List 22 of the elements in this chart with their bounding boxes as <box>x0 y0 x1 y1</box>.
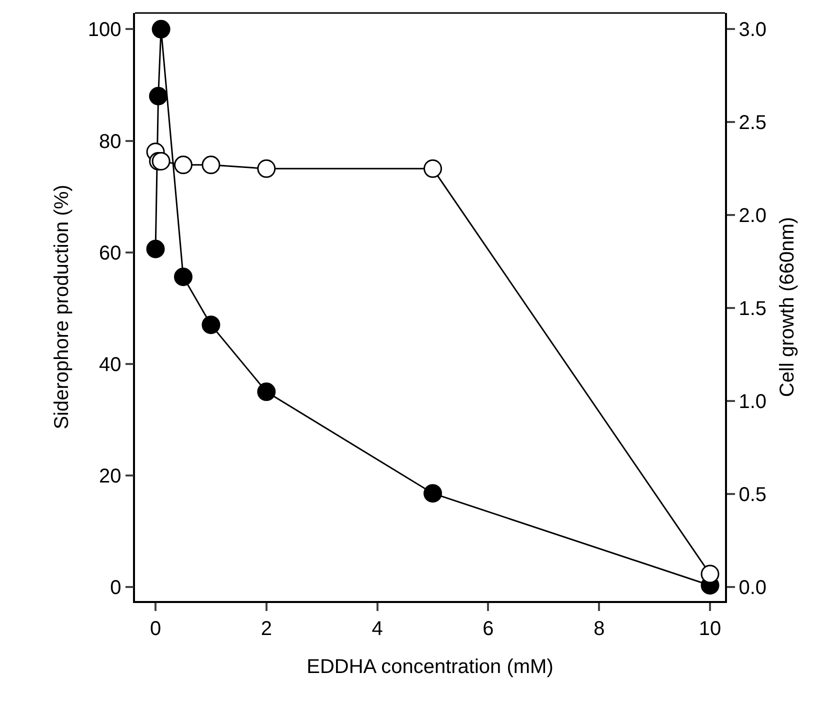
y-tick-label: 0 <box>110 577 122 600</box>
y2-tick-label: 2.5 <box>738 112 767 134</box>
y-tick-label: 80 <box>99 130 122 153</box>
y2-tick-label: 1.0 <box>738 391 767 414</box>
y2-tick-label: 2.0 <box>738 205 767 228</box>
y-tick-label: 60 <box>99 242 122 264</box>
y-tick-label: 20 <box>99 465 122 488</box>
y2-tick-label: 1.5 <box>738 298 767 320</box>
y-tick-label: 100 <box>88 19 122 42</box>
y2-tick-label: 0.0 <box>738 577 767 600</box>
x-tick-label: 6 <box>482 618 494 640</box>
y2-tick-label: 0.5 <box>738 484 767 506</box>
y-tick-label: 40 <box>99 354 122 376</box>
x-tick-label: 4 <box>372 618 383 640</box>
x-tick-label: 2 <box>260 618 272 640</box>
y2-axis-title: Cell growth (660nm) <box>776 216 799 398</box>
x-tick-label: 10 <box>698 618 722 640</box>
x-tick-label: 8 <box>594 618 605 640</box>
x-tick-label: 0 <box>150 618 162 640</box>
y2-tick-label: 3.0 <box>738 19 767 42</box>
y-axis-title: Siderophore production (%) <box>50 184 73 430</box>
x-axis-title: EDDHA concentration (mM) <box>306 656 554 678</box>
